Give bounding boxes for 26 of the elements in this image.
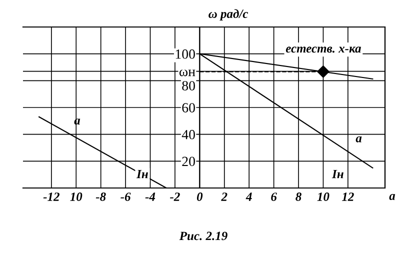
x-tick-label: -2 <box>170 192 180 201</box>
x-tick-label: -12 <box>43 192 60 201</box>
x-tick-label: 6 <box>271 192 277 201</box>
x-tick-label: 12 <box>342 192 354 201</box>
x-tick-label: 2 <box>221 192 228 201</box>
x-tick-label: 8 <box>296 192 302 201</box>
x-tick-label: 10 <box>317 192 330 201</box>
y-tick-label: 20 <box>182 156 195 166</box>
annotation: Iн <box>136 170 148 178</box>
y-axis-title: ω рад/с <box>208 9 248 21</box>
annotation: Iн <box>332 170 344 178</box>
y-tick-label: 40 <box>182 130 195 140</box>
x-tick-label: 10 <box>70 192 82 201</box>
x-tick-label: -4 <box>145 192 156 201</box>
x-axis-title: a <box>389 194 396 200</box>
series-label: a <box>356 136 362 142</box>
x-tick-label: -6 <box>120 192 131 201</box>
y-tick-label: ωн <box>179 70 196 76</box>
x-tick-label: 0 <box>196 192 203 201</box>
annotation: естеств. х-ка <box>286 46 361 53</box>
text: Рис. 2.19 <box>179 232 228 240</box>
y-tick-label: 60 <box>182 103 195 112</box>
y-tick-label: 80 <box>182 81 195 90</box>
x-tick-label: -8 <box>96 192 106 201</box>
y-tick-label: 100 <box>176 49 195 59</box>
x-tick-label: 4 <box>246 192 252 201</box>
